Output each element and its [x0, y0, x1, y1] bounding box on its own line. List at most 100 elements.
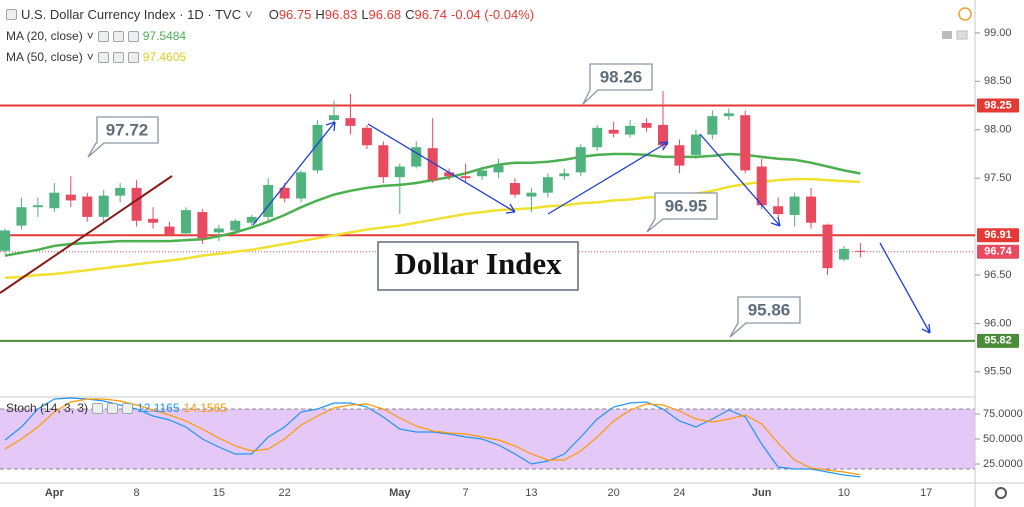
icon[interactable] [97, 51, 109, 63]
legend-name[interactable]: MA (20, close) [6, 29, 83, 43]
candle-body [855, 250, 866, 252]
caret[interactable]: ˅ [86, 50, 94, 64]
candle-body [822, 224, 833, 269]
caret[interactable]: ˅ [86, 29, 94, 43]
y-tick-label: 97.50 [984, 172, 1012, 184]
y-tick-label: 96.50 [984, 269, 1012, 281]
candle-body [641, 122, 652, 128]
ohlc-value: 96.68 [368, 7, 402, 22]
candle-body [279, 187, 290, 199]
legend-value: 12.1165 [137, 401, 180, 415]
icon[interactable] [107, 402, 119, 414]
candle-body [789, 196, 800, 215]
y-tick-label: 96.00 [984, 317, 1012, 329]
y-tick-label: 99.00 [984, 27, 1012, 39]
annotation-box [377, 241, 579, 291]
y-tick-label: 95.50 [984, 366, 1012, 378]
line-series [4, 177, 861, 280]
legend-name[interactable]: MA (50, close) [6, 50, 83, 64]
icon[interactable] [92, 402, 104, 414]
price-tag [977, 228, 1019, 243]
x-tick-label: 8 [134, 487, 140, 499]
candle-body [526, 192, 537, 197]
candle-body [361, 127, 372, 146]
candle-body [493, 165, 504, 173]
callout: 96.95 [665, 196, 708, 215]
candle-body [444, 172, 455, 177]
arrow [367, 123, 516, 214]
candle-body [608, 129, 619, 134]
icon[interactable] [112, 51, 124, 63]
price-tag-label: 96.74 [984, 246, 1012, 258]
ohlc-key: O [268, 7, 279, 22]
ohlc-key: L [361, 7, 369, 22]
candle-body [32, 205, 43, 208]
candle-body [592, 127, 603, 148]
candle-body [394, 166, 405, 178]
callout: 97.72 [106, 120, 149, 139]
x-tick-label: 13 [525, 487, 537, 499]
stoch-legend: Stoch (14, 3, 3) 12.1165 14.1565 [6, 401, 227, 415]
scroll-icon[interactable] [956, 30, 968, 40]
icon[interactable] [127, 30, 139, 42]
legend-entry: MA (50, close) ˅ 97.4605 [6, 50, 186, 64]
line-series [4, 397, 861, 478]
levels: 98.25 96.91 95.82 96.74 [0, 98, 1019, 348]
candle-body [115, 187, 126, 196]
icon[interactable] [122, 402, 134, 414]
y-tick-label: 75.0000 [983, 408, 1023, 420]
x-tick-label: 10 [838, 487, 850, 499]
ohlc-value: 96.83 [324, 7, 358, 22]
settings-icon[interactable] [995, 487, 1007, 499]
x-tick-label: 7 [463, 487, 469, 499]
legend-value: 14.1565 [183, 401, 227, 415]
candle-body [674, 145, 685, 166]
candle-body [575, 147, 586, 173]
candle-body [82, 196, 93, 217]
candle-body [164, 226, 175, 235]
alert-icon[interactable] [958, 7, 972, 21]
candle-body [230, 220, 241, 231]
candle-body [378, 145, 389, 178]
price-tag [977, 333, 1019, 348]
candle-body [460, 176, 471, 179]
candle-body [131, 187, 142, 221]
candle-body [477, 170, 488, 177]
candle-body [16, 207, 27, 226]
candle-body [707, 116, 718, 135]
price-tag [977, 244, 1019, 259]
candle-body [49, 192, 60, 209]
candle-body [509, 183, 520, 195]
candle-body [213, 228, 224, 233]
candle-body [559, 173, 570, 177]
x-tick-label: 22 [279, 487, 291, 499]
ohlc-value: 96.74 [414, 7, 448, 22]
candle-body [806, 196, 817, 223]
ohlc-key: H [315, 7, 325, 22]
candle-body [756, 166, 767, 206]
collapse-icon[interactable] [942, 31, 952, 39]
marks: 99.00 98.50 98.00 97.50 96.50 96.00 95.50 Apr 8 1… [0, 27, 1023, 499]
legend-name[interactable]: Stoch (14, 3, 3) [6, 401, 89, 415]
candle-body [180, 210, 191, 234]
icon[interactable] [127, 51, 139, 63]
price-tag-label: 96.91 [984, 229, 1012, 241]
candle-body [197, 212, 208, 239]
candle-body [838, 248, 849, 260]
annotation: Dollar Index [394, 246, 562, 281]
symbol-title[interactable]: U.S. Dollar Currency Index · 1D · TVC [21, 7, 242, 22]
candle-body [0, 230, 10, 251]
price-tag-label: 98.25 [984, 99, 1012, 111]
candle-body [723, 113, 734, 117]
candle-body [148, 218, 159, 223]
change: -0.04 (-0.04%) [451, 7, 535, 22]
arrow [252, 121, 336, 226]
icon[interactable] [112, 30, 124, 42]
x-tick-label: 15 [213, 487, 225, 499]
ohlc-value: 96.75 [278, 7, 312, 22]
x-tick-label: Apr [45, 487, 65, 499]
caret[interactable]: ˅ [245, 7, 253, 22]
candle-body [345, 118, 356, 126]
icon[interactable] [97, 30, 109, 42]
